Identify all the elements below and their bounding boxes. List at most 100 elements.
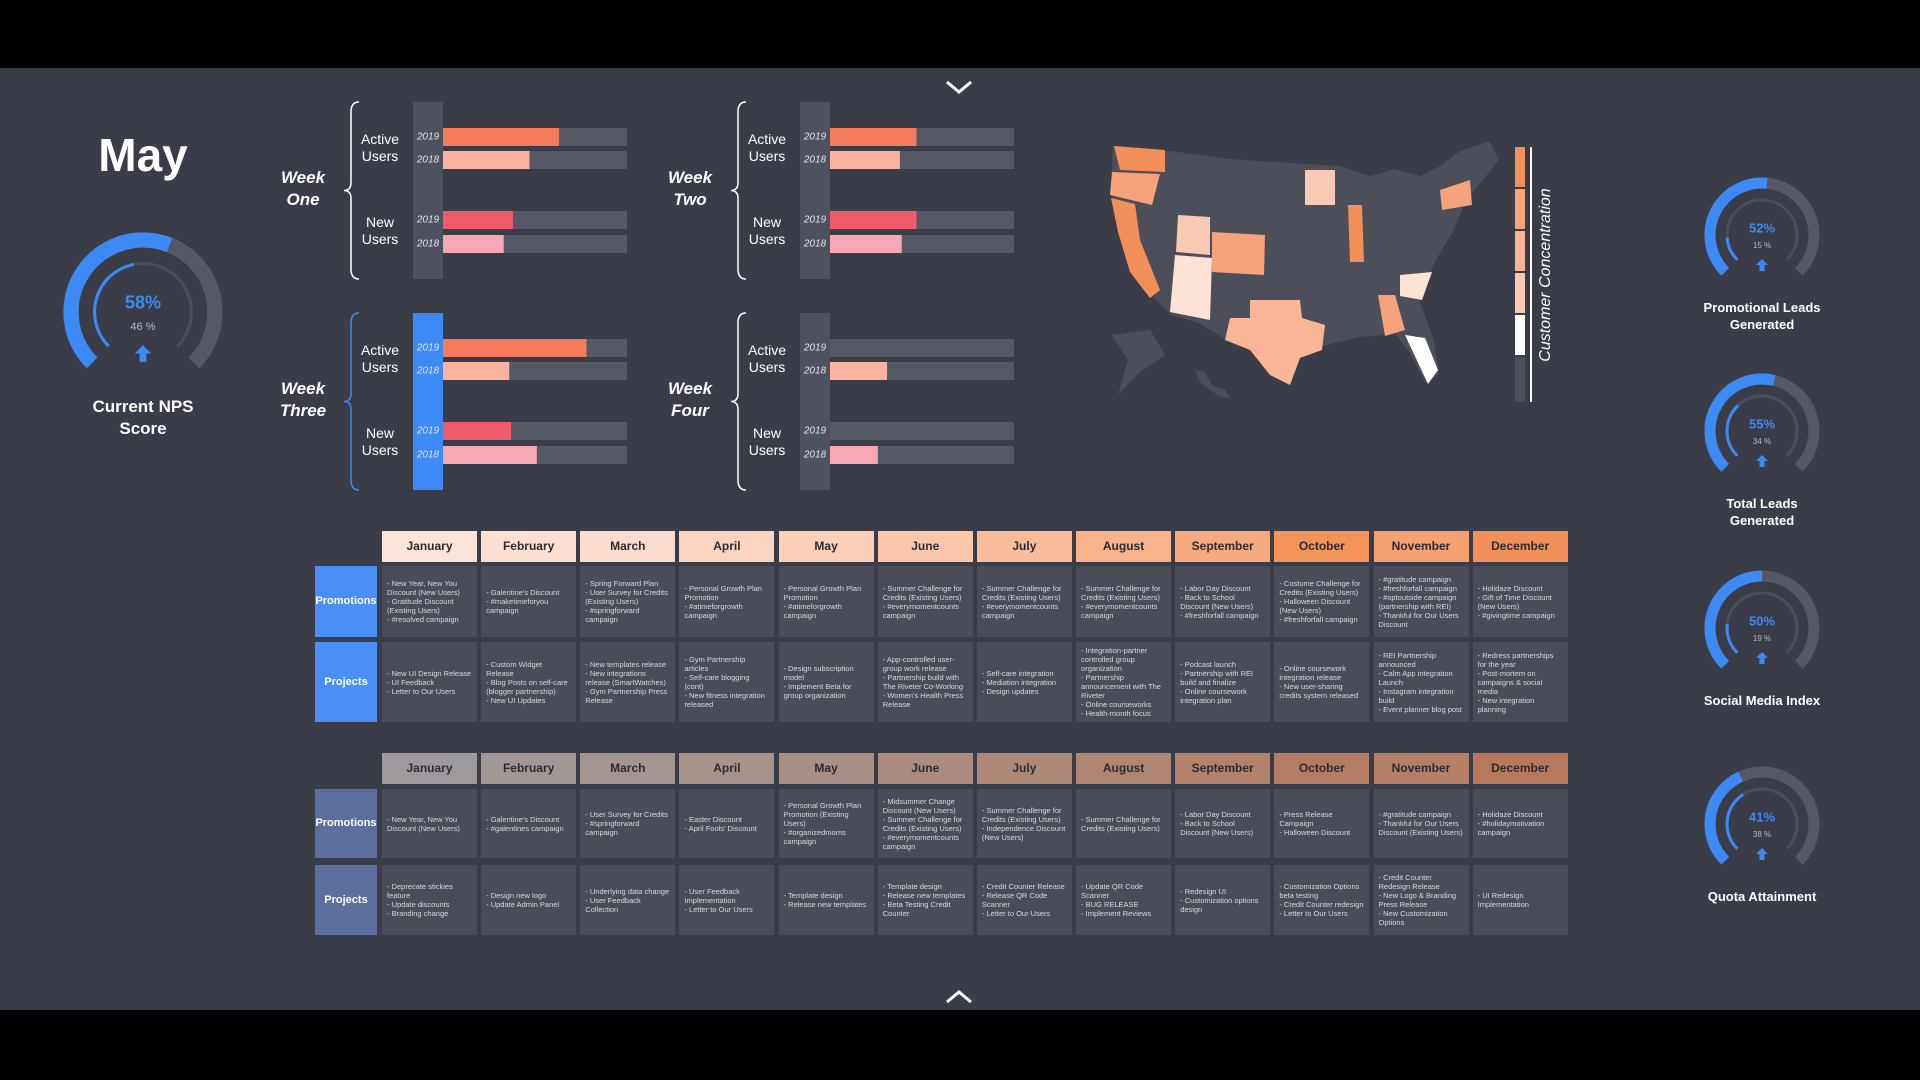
cell-line: - Calm App integration Launch: [1378, 668, 1453, 687]
map-state: [1225, 300, 1325, 385]
table-cell: - Holidaze Discount - #holidaymotivation …: [1472, 789, 1568, 858]
cell-line: - Redress partnerships for the year: [1477, 650, 1554, 669]
table-cell: - Labor Day Discount - Back to School Dis…: [1175, 566, 1271, 637]
month-header: August: [1076, 531, 1172, 562]
cell-line: - Post-mortem on campaigns & social medi…: [1477, 668, 1543, 696]
cell-line: - REI Partnership announced: [1378, 650, 1437, 669]
month-header: December: [1472, 531, 1568, 562]
cell-line: - New Year, New You Discount (New Users): [387, 579, 460, 597]
cell-line: - Thankful for Our Users Discount: [1378, 610, 1459, 629]
map-state: [1440, 180, 1472, 210]
table-cell: - Easter Discount - April Fools' Discount: [679, 789, 775, 858]
year-label: 2019: [803, 343, 827, 354]
cell-line: - Implement Reviews: [1081, 909, 1152, 918]
table-cell: - App-controlled user-group work release…: [877, 642, 973, 722]
table-cell: - UI Redesign Implementation: [1472, 865, 1568, 935]
scroll-up-chevron[interactable]: [946, 990, 972, 1004]
cell-line: - Labor Day Discount: [1180, 810, 1251, 819]
bar-track: [830, 422, 1014, 440]
bar: [443, 211, 513, 229]
gauge-trend-arrow: [1756, 652, 1768, 664]
map-state: [1176, 215, 1210, 255]
table-cell: - Custom Widget Release - Blog Posts on s…: [481, 642, 577, 722]
cell-line: - Beta Testing Credit Counter: [882, 900, 951, 918]
map-state: [1110, 172, 1160, 205]
bar: [443, 151, 530, 169]
cell-line: - Galentine's Discount: [486, 814, 560, 824]
cell-line: - #galentines campaign: [486, 823, 564, 833]
table-cell: - Summer Challenge for Credits (Existing…: [1076, 789, 1172, 858]
month-header: February: [481, 753, 577, 784]
cell-line: - Event planner blog post: [1378, 704, 1462, 714]
cell-line: - #atimeforgrowth campaign: [783, 601, 842, 620]
cell-line: - #springforward campaign: [585, 819, 640, 837]
cell-line: - Gift of Time Discount (New Users): [1477, 592, 1552, 611]
week-brace: [343, 312, 360, 491]
scroll-down-chevron[interactable]: [946, 80, 972, 94]
month-header: January: [382, 753, 477, 784]
table-cell: - Holidaze Discount - Gift of Time Discou…: [1472, 566, 1568, 637]
table-cell: - Gym Partnership articles - Self-care bl…: [679, 642, 775, 722]
table-cell: - Customization Options beta testing - Cr…: [1274, 865, 1370, 935]
table-cell: - Self-care integration - Mediation integ…: [976, 642, 1072, 722]
gauge-value-arc: [1704, 177, 1768, 276]
week-title: Week Two: [667, 167, 713, 209]
table-cell: - REI Partnership announced - Calm App in…: [1373, 642, 1469, 722]
cell-line: - Underlying data change: [585, 886, 670, 896]
cell-line: - Partnership announcement with The Rive…: [1081, 673, 1161, 700]
week-column: [413, 313, 443, 490]
table-cell: - New Year, New You Discount (New Users)…: [382, 566, 477, 637]
cell-line: - Easter Discount: [684, 814, 742, 824]
gauge-value-arc: [63, 232, 173, 369]
cell-line: - #givingtime campaign: [1477, 610, 1555, 620]
cell-line: - Template design: [783, 891, 843, 900]
month-header: June: [877, 753, 973, 784]
table-cell: - Summer Challenge for Credits (Existing…: [877, 566, 973, 637]
cell-line: - #gratitude campaign: [1378, 810, 1452, 819]
gauge-value-arc: [1704, 373, 1776, 472]
cell-line: - Instagram integration build: [1378, 686, 1454, 705]
row-label: Promotions: [315, 566, 377, 637]
cell-line: - Template design: [882, 882, 942, 891]
cell-line: - Summer Challenge for Credits (Existing…: [882, 814, 963, 833]
cell-line: - BUG RELEASE: [1081, 900, 1139, 909]
gauge-trend-arrow: [1756, 848, 1768, 860]
row-label: Projects: [315, 865, 377, 935]
gauge-value-arc: [1704, 771, 1744, 865]
cell-line: - Personal Growth Plan Promotion: [684, 583, 762, 602]
map-state: [1405, 335, 1438, 384]
bar: [830, 211, 917, 229]
table-cell: - Personal Growth Plan Promotion (Existi…: [778, 789, 874, 858]
gauge-previous-label: 15 %: [1753, 241, 1771, 250]
table-cell: - Design new logo - Update Admin Panel: [481, 865, 577, 935]
cell-line: - Labor Day Discount: [1180, 583, 1251, 593]
month-header: October: [1274, 531, 1370, 562]
category-label: New Users: [361, 214, 399, 247]
gauge-previous-label: 46 %: [130, 321, 155, 333]
table-cell: - Midsummer Change Discount (New Users) -…: [877, 789, 973, 858]
cell-line: - #everymomentcounts campaign: [882, 601, 960, 620]
year-label: 2019: [803, 132, 827, 143]
cell-line: - Online coursework integration plan: [1180, 686, 1247, 705]
cell-line: - Costume Challenge for Credits (Existin…: [1279, 579, 1361, 597]
cell-line: - #optoutside campaign (partnership with…: [1378, 592, 1457, 611]
cell-line: - #organizedmoms campaign: [783, 828, 846, 846]
cell-line: - Customization options design: [1180, 895, 1259, 914]
month-header: August: [1076, 753, 1172, 784]
table-cell: - Redress partnerships for the year - Pos…: [1472, 642, 1568, 722]
cell-line: - #atimeforgrowth campaign: [684, 601, 743, 620]
table-cell: - User Feedback Implementation - Letter t…: [679, 865, 775, 935]
year-label: 2018: [803, 366, 827, 377]
cell-line: - Letter to Our Users: [387, 686, 456, 696]
year-label: 2018: [416, 155, 440, 166]
cell-line: - Health-month focus: [1081, 709, 1151, 718]
cell-line: - Update Admin Panel: [486, 900, 560, 909]
cell-line: - UI Feedback: [387, 677, 435, 687]
row-label: Projects: [315, 642, 377, 722]
table-cell: - Personal Growth Plan Promotion - #atime…: [778, 566, 874, 637]
cell-line: - UI Redesign Implementation: [1477, 891, 1529, 909]
week-brace: [730, 101, 747, 280]
cell-line: - Customization Options beta testing: [1279, 882, 1360, 900]
cell-line: - Self-care integration: [981, 668, 1054, 678]
year-label: 2018: [803, 155, 827, 166]
